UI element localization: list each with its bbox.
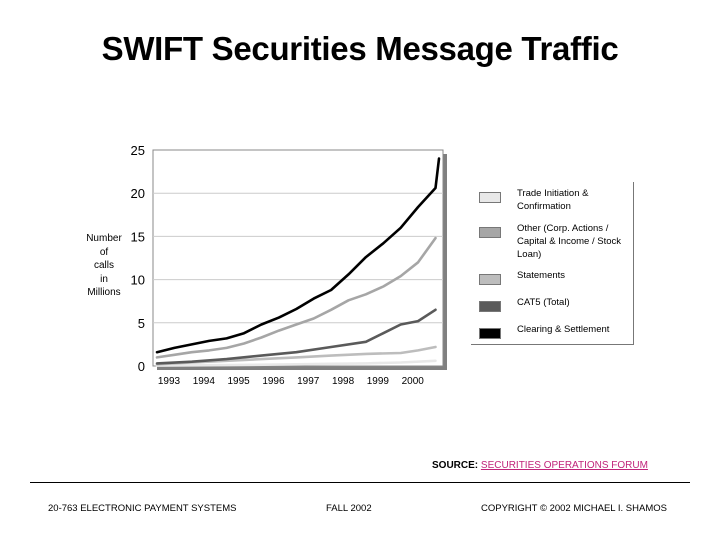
source-prefix: SOURCE: — [432, 460, 479, 471]
x-tick-label: 1997 — [297, 376, 320, 387]
plot-area — [152, 149, 444, 367]
x-tick-label: 2000 — [402, 376, 425, 387]
footer-course: 20-763 ELECTRONIC PAYMENT SYSTEMS — [48, 503, 237, 514]
y-tick-label: 20 — [131, 186, 145, 201]
legend-label: Other (Corp. Actions / Capital & Income … — [517, 223, 622, 260]
legend-label: Trade Initiation & Confirmation — [517, 188, 589, 212]
x-axis-ticks: 1993 1994 1995 1996 1997 1998 1999 2000 — [158, 376, 424, 387]
y-tick-label: 25 — [131, 143, 145, 158]
legend-label: CAT5 (Total) — [517, 297, 570, 308]
source-link[interactable]: SECURITIES OPERATIONS FORUM — [480, 460, 648, 471]
footer-term: FALL 2002 — [326, 503, 372, 514]
y-tick-label: 15 — [131, 229, 145, 244]
series-line — [155, 236, 437, 359]
x-tick-label: 1999 — [367, 376, 390, 387]
x-tick-label: 1993 — [158, 376, 181, 387]
legend-label: Statements — [517, 270, 566, 281]
y-axis-label: Number of calls in Millions — [76, 232, 132, 300]
footer-divider — [30, 482, 690, 483]
legend-label: Clearing & Settlement — [517, 324, 610, 335]
y-tick-label: 5 — [138, 316, 145, 331]
y-tick-label: 10 — [131, 273, 145, 288]
legend-swatch — [479, 274, 501, 285]
y-axis-label-line: of — [99, 246, 109, 258]
x-tick-label: 1995 — [228, 376, 251, 387]
x-tick-label: 1998 — [332, 376, 355, 387]
footer-copyright: COPYRIGHT © 2002 MICHAEL I. SHAMOS — [481, 503, 667, 514]
y-tick-label: 0 — [138, 359, 145, 374]
legend: Trade Initiation & Confirmation Other (C… — [471, 182, 634, 345]
series-line — [155, 308, 437, 365]
slide-title: SWIFT Securities Message Traffic — [101, 30, 619, 67]
source-line: SOURCE: SECURITIES OPERATIONS FORUM — [432, 460, 648, 471]
legend-swatch — [479, 328, 501, 339]
y-axis-label-line: in — [100, 273, 108, 285]
series-lines — [155, 157, 441, 367]
legend-swatch — [479, 227, 501, 238]
y-axis-label-line: Millions — [87, 287, 121, 298]
y-axis-label-line: calls — [93, 260, 114, 271]
series-line — [155, 157, 441, 354]
x-tick-label: 1996 — [262, 376, 285, 387]
y-axis-label-line: Number — [86, 233, 122, 244]
legend-swatch — [479, 301, 501, 312]
y-axis-ticks: 0 5 10 15 20 25 — [131, 143, 145, 374]
x-tick-label: 1994 — [193, 376, 216, 387]
legend-swatch — [479, 192, 501, 203]
series-line — [155, 359, 437, 367]
